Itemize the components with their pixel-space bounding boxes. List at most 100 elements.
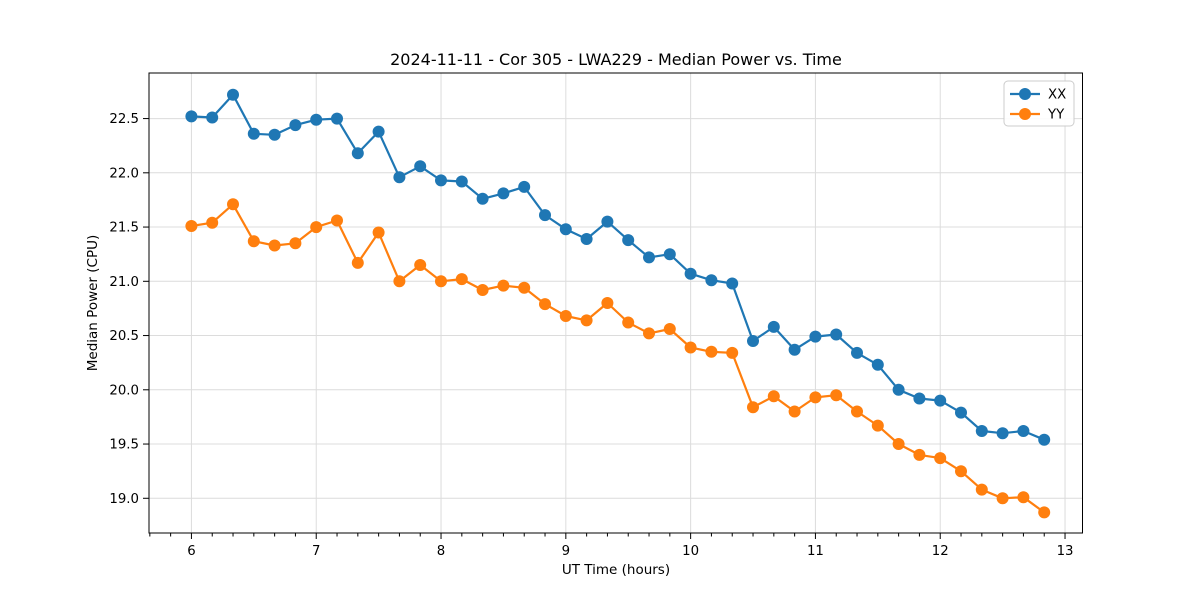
data-point-xx [580, 233, 593, 245]
data-point-yy [455, 273, 468, 286]
legend-entry-xx: XX [1010, 88, 1066, 103]
y-tick-label: 19.0 [109, 492, 139, 507]
data-point-xx [268, 128, 281, 141]
data-point-xx [871, 358, 884, 371]
data-point-xx [705, 274, 718, 287]
y-tick-label: 20.5 [109, 329, 139, 344]
plot-area: 6 7 8 9 10 11 12 13 19.0 19.5 20.0 20.5 21.0 21.5 22.0… [109, 72, 1083, 559]
data-point-xx [747, 335, 759, 347]
data-point-yy [996, 492, 1009, 505]
data-point-xx [414, 160, 427, 173]
legend-label-xx: XX [1048, 88, 1066, 103]
chart-title: 2024-11-11 - Cor 305 - LWA229 - Median P… [390, 50, 842, 69]
data-point-xx [622, 234, 635, 247]
data-point-xx [601, 215, 614, 228]
y-tick-label: 21.5 [109, 221, 139, 236]
data-point-yy [559, 310, 572, 322]
data-point-yy [497, 279, 510, 292]
data-point-yy [310, 221, 323, 234]
x-tick-label: 10 [682, 544, 699, 559]
data-point-xx [996, 427, 1009, 440]
data-point-yy [601, 297, 614, 309]
x-tick-label: 12 [932, 544, 949, 559]
data-point-yy [414, 259, 427, 271]
x-tick-label: 13 [1057, 544, 1074, 559]
data-point-xx [351, 147, 364, 160]
data-point-yy [809, 391, 822, 404]
series-line-xx [190, 93, 1046, 441]
data-point-yy [1017, 491, 1030, 504]
data-point-xx [934, 394, 947, 407]
data-point-yy [268, 239, 281, 252]
data-point-xx [476, 192, 489, 205]
y-tick-label: 19.5 [109, 438, 139, 453]
data-point-xx [663, 248, 676, 261]
data-point-xx [247, 127, 260, 140]
data-point-yy [351, 256, 364, 269]
data-point-xx [975, 425, 988, 437]
data-point-yy [747, 401, 759, 414]
data-point-yy [435, 275, 447, 288]
legend-entry-yy: YY [1010, 108, 1065, 123]
y-tick-label: 21.0 [109, 275, 139, 290]
data-point-xx [227, 88, 239, 101]
data-point-xx [559, 223, 572, 236]
data-point-yy [622, 316, 635, 329]
legend-label-yy: YY [1047, 108, 1065, 123]
data-point-yy [539, 298, 551, 311]
y-tick-label: 22.0 [109, 166, 139, 181]
yy-marker-icon [1019, 108, 1031, 120]
y-axis-label: Median Power (CPU) [85, 235, 101, 371]
data-point-xx [393, 171, 406, 184]
data-point-xx [206, 111, 219, 124]
data-point-yy [955, 465, 967, 478]
x-tick-label: 6 [187, 544, 195, 559]
data-point-yy [871, 419, 884, 432]
data-point-yy [206, 216, 219, 229]
data-point-yy [1038, 506, 1051, 519]
data-point-yy [726, 346, 739, 359]
data-point-yy [767, 390, 780, 403]
data-point-xx [913, 392, 926, 405]
data-point-yy [289, 237, 302, 250]
data-point-yy [684, 341, 697, 354]
data-point-xx [518, 180, 531, 193]
data-point-yy [892, 438, 905, 450]
data-point-yy [705, 345, 718, 358]
data-point-xx [684, 267, 697, 280]
data-point-yy [830, 389, 843, 402]
data-point-xx [539, 209, 551, 222]
data-point-yy [331, 214, 343, 227]
data-point-yy [851, 405, 863, 418]
data-point-yy [934, 452, 947, 465]
y-tick-label: 22.5 [109, 112, 139, 127]
data-point-yy [476, 284, 489, 296]
data-point-yy [185, 220, 198, 232]
data-point-xx [892, 383, 905, 396]
data-point-yy [975, 483, 988, 496]
data-point-xx [435, 174, 447, 187]
x-axis-label: UT Time (hours) [562, 562, 670, 578]
data-point-yy [643, 327, 655, 340]
y-tick-label: 20.0 [109, 383, 139, 398]
data-point-yy [393, 275, 406, 288]
xx-marker-icon [1019, 88, 1031, 100]
data-point-xx [830, 328, 843, 341]
legend: XX YY [1003, 80, 1075, 127]
x-tick-label: 11 [807, 544, 824, 559]
data-point-xx [643, 251, 655, 264]
data-point-xx [331, 112, 343, 125]
data-point-yy [580, 314, 593, 327]
x-tick-label: 7 [312, 544, 320, 559]
data-point-xx [1038, 433, 1051, 446]
data-point-yy [663, 323, 676, 335]
data-point-xx [372, 125, 385, 138]
data-point-yy [518, 281, 531, 294]
data-point-yy [247, 235, 260, 248]
data-point-yy [227, 198, 239, 211]
data-point-xx [767, 320, 780, 333]
data-point-xx [455, 175, 468, 188]
data-point-xx [289, 119, 302, 132]
